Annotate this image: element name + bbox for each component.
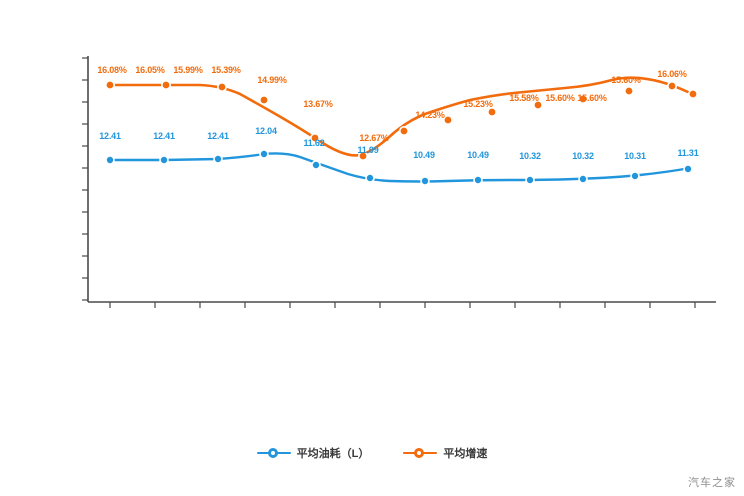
- data-label-orange: 14.23%: [415, 110, 445, 120]
- legend-label-growth: 平均增速: [443, 448, 488, 460]
- legend-item-growth[interactable]: 平均增速: [403, 445, 487, 461]
- data-label-orange: 13.67%: [303, 99, 333, 109]
- data-label-blue: 12.04: [255, 126, 277, 136]
- data-label-blue: 10.49: [467, 150, 489, 160]
- data-label-orange: 16.08%: [97, 65, 127, 75]
- watermark: 汽车之家: [688, 476, 736, 489]
- data-label-orange: 15.60%: [611, 75, 641, 85]
- legend-label-fuel: 平均油耗（L）: [296, 448, 370, 460]
- series-markers-blue: [105, 149, 693, 186]
- data-label-orange: 15.60%: [545, 93, 575, 103]
- legend-item-fuel[interactable]: 平均油耗（L）: [256, 445, 370, 461]
- legend-marker-blue-icon: [256, 447, 291, 459]
- data-label-blue: 10.49: [413, 150, 435, 160]
- series-line-blue: [108, 152, 692, 183]
- data-label-blue: 10.32: [572, 151, 594, 161]
- axes: [82, 56, 716, 308]
- data-label-blue: 11.09: [357, 145, 379, 155]
- series-line-orange: [108, 76, 690, 157]
- series-markers-orange: [105, 80, 698, 162]
- data-label-orange: 12.67%: [359, 133, 389, 143]
- data-label-orange: 15.23%: [463, 99, 493, 109]
- data-label-blue: 10.31: [624, 151, 646, 161]
- data-label-blue: 11.62: [303, 138, 325, 148]
- y-axis-ticks: [82, 57, 88, 301]
- data-label-orange: 15.99%: [173, 65, 203, 75]
- chart-legend: 平均油耗（L） 平均增速: [0, 440, 744, 466]
- data-label-orange: 16.06%: [657, 69, 687, 79]
- data-label-orange: 15.39%: [211, 65, 241, 75]
- legend-marker-orange-icon: [403, 447, 438, 459]
- data-label-blue: 10.32: [519, 151, 541, 161]
- data-label-blue: 12.41: [153, 131, 175, 141]
- data-label-orange: 14.99%: [257, 75, 287, 85]
- data-label-blue: 12.41: [207, 131, 229, 141]
- x-axis-ticks: [109, 302, 696, 308]
- data-label-orange: 15.60%: [577, 93, 607, 103]
- data-label-orange: 16.05%: [135, 65, 165, 75]
- data-label-blue: 12.41: [99, 131, 121, 141]
- data-label-blue: 11.31: [677, 148, 699, 158]
- data-label-orange: 15.58%: [509, 93, 539, 103]
